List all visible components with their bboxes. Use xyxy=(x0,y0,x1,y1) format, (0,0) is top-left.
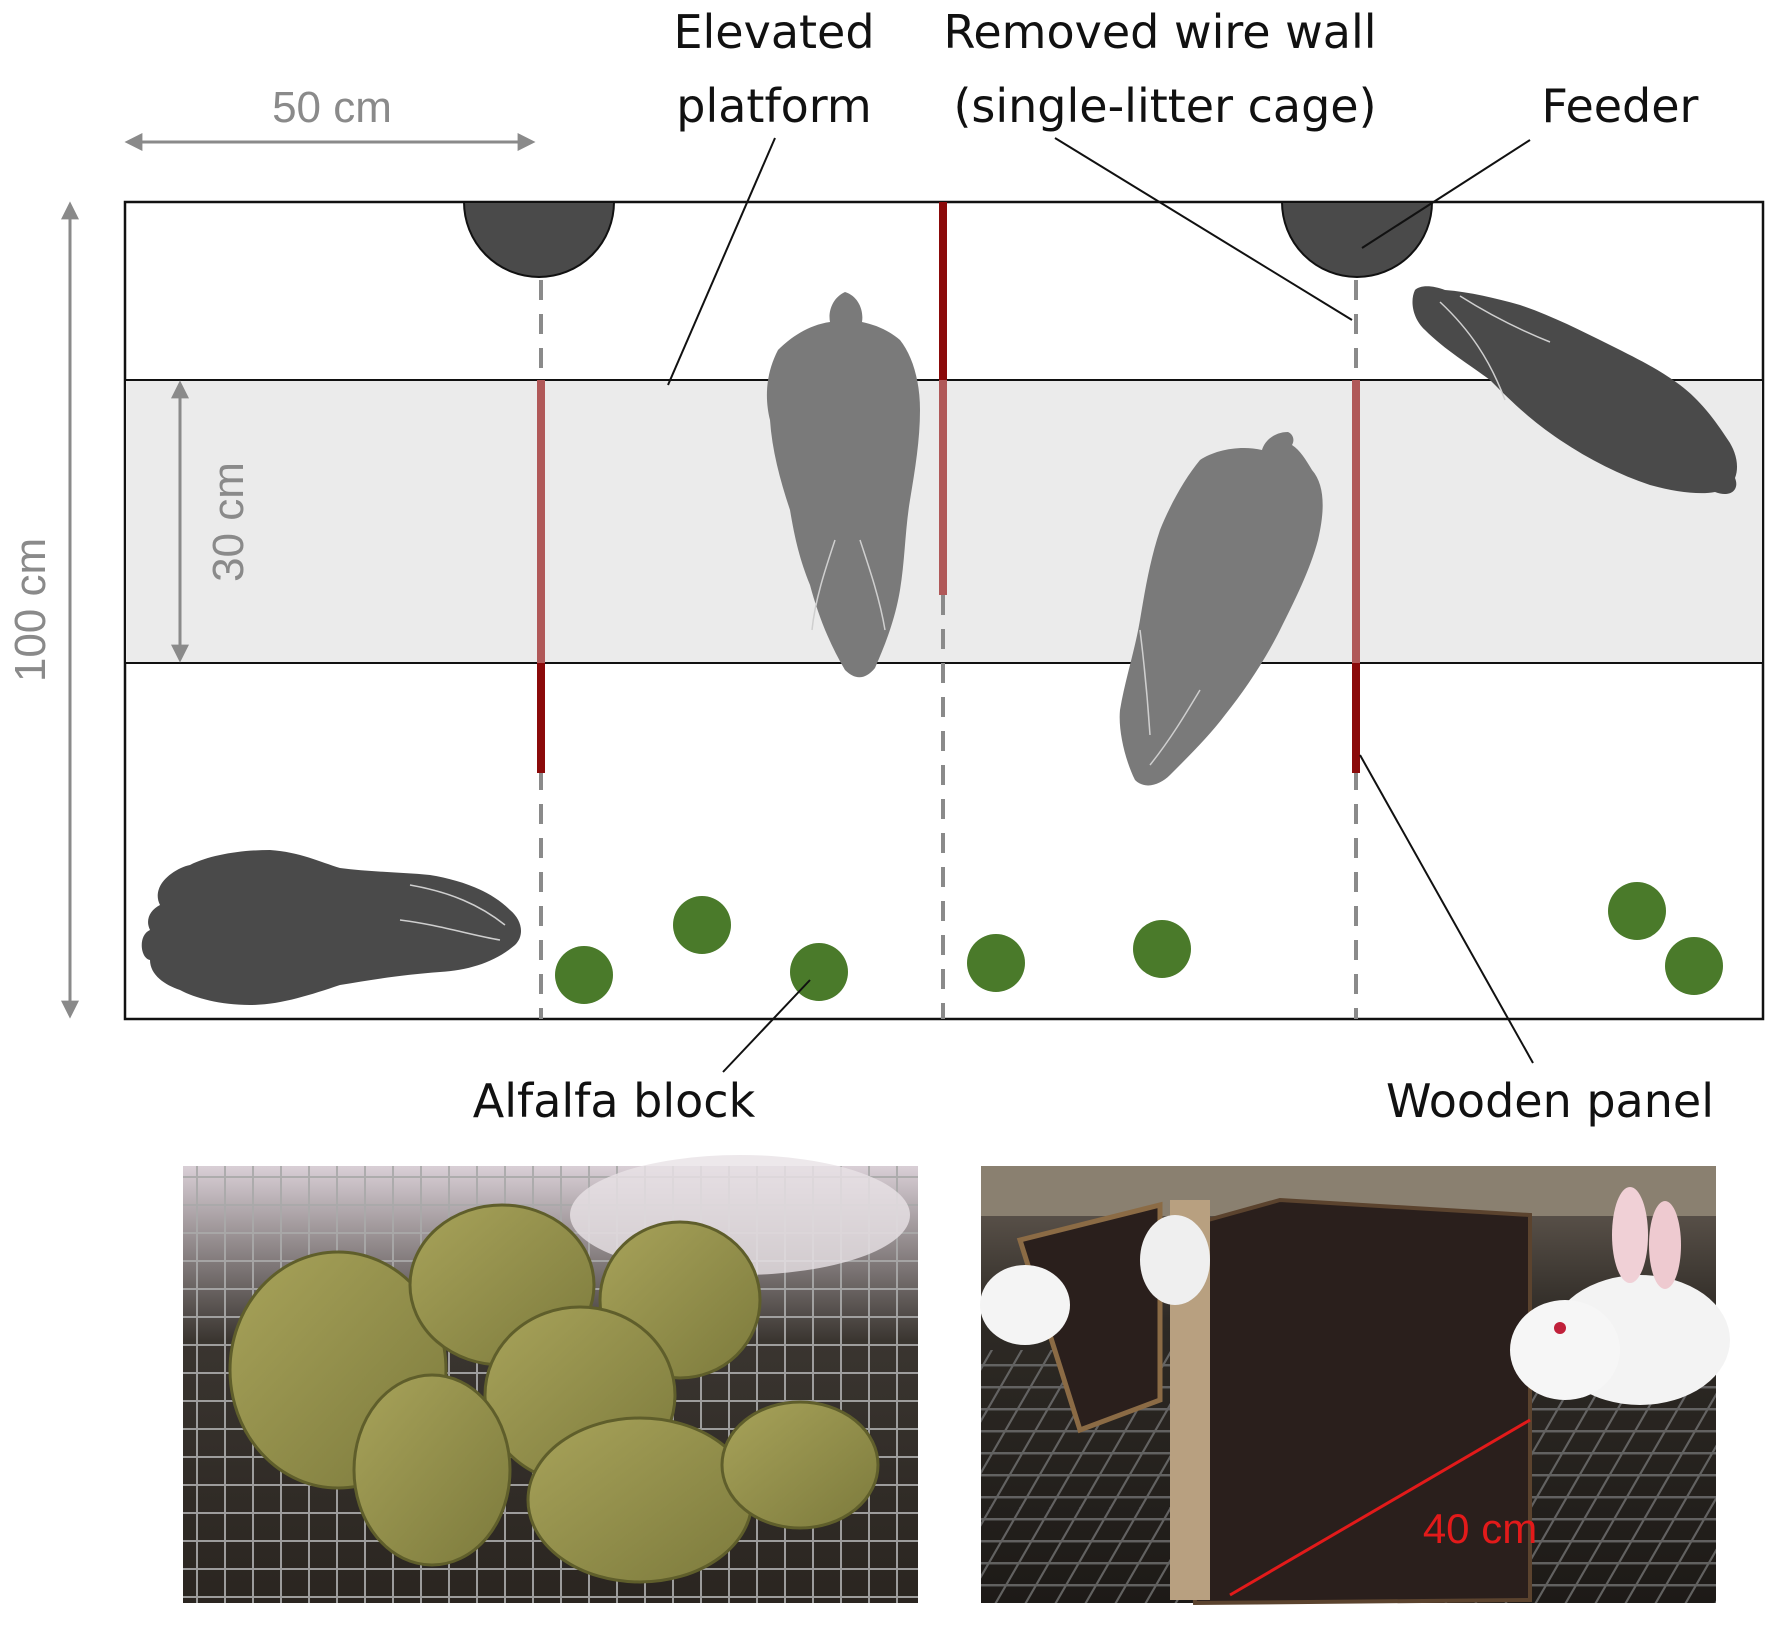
depth-dimension-label: 100 cm xyxy=(6,538,55,682)
panel-length-label: 40 cm xyxy=(1423,1505,1537,1552)
svg-text:Elevated: Elevated xyxy=(673,5,874,59)
cage-plan: 30 cm xyxy=(123,200,1765,1021)
rabbit-platform-right xyxy=(1119,432,1323,786)
wooden-panels xyxy=(537,202,1360,773)
rabbit-platform-left xyxy=(766,292,920,678)
svg-text:Removed wire wall: Removed wire wall xyxy=(943,5,1376,59)
platform-dimension-label: 30 cm xyxy=(204,462,253,582)
rabbit-floor-left xyxy=(141,850,522,1005)
svg-text:(single-litter cage): (single-litter cage) xyxy=(953,79,1376,133)
label-wooden-panel: Wooden panel xyxy=(1359,754,1714,1128)
width-dimension: 50 cm xyxy=(124,83,536,151)
platform-dimension: 30 cm xyxy=(171,380,253,663)
svg-text:Feeder: Feeder xyxy=(1542,79,1699,133)
panel-measure-line xyxy=(1229,1418,1531,1597)
wooden-panel-photo: 40 cm xyxy=(980,1166,1730,1606)
label-feeder: Feeder xyxy=(1361,79,1699,249)
rabbit-right-corner xyxy=(1412,286,1738,495)
feeder-right xyxy=(1280,201,1434,278)
alfalfa-blocks xyxy=(555,882,1723,1004)
alfalfa-blocks-photo xyxy=(183,1155,918,1603)
removed-wire-walls xyxy=(539,280,1358,1019)
depth-dimension: 100 cm xyxy=(6,201,79,1019)
svg-text:Alfalfa block: Alfalfa block xyxy=(473,1074,756,1128)
label-elevated-platform: Elevated platform xyxy=(667,5,875,386)
svg-text:platform: platform xyxy=(676,79,871,133)
feeder-left xyxy=(462,201,616,278)
svg-text:Wooden panel: Wooden panel xyxy=(1386,1074,1714,1128)
label-removed-wire-wall: Removed wire wall (single-litter cage) xyxy=(943,5,1377,321)
width-dimension-label: 50 cm xyxy=(272,83,392,132)
label-alfalfa-block: Alfalfa block xyxy=(473,979,811,1128)
